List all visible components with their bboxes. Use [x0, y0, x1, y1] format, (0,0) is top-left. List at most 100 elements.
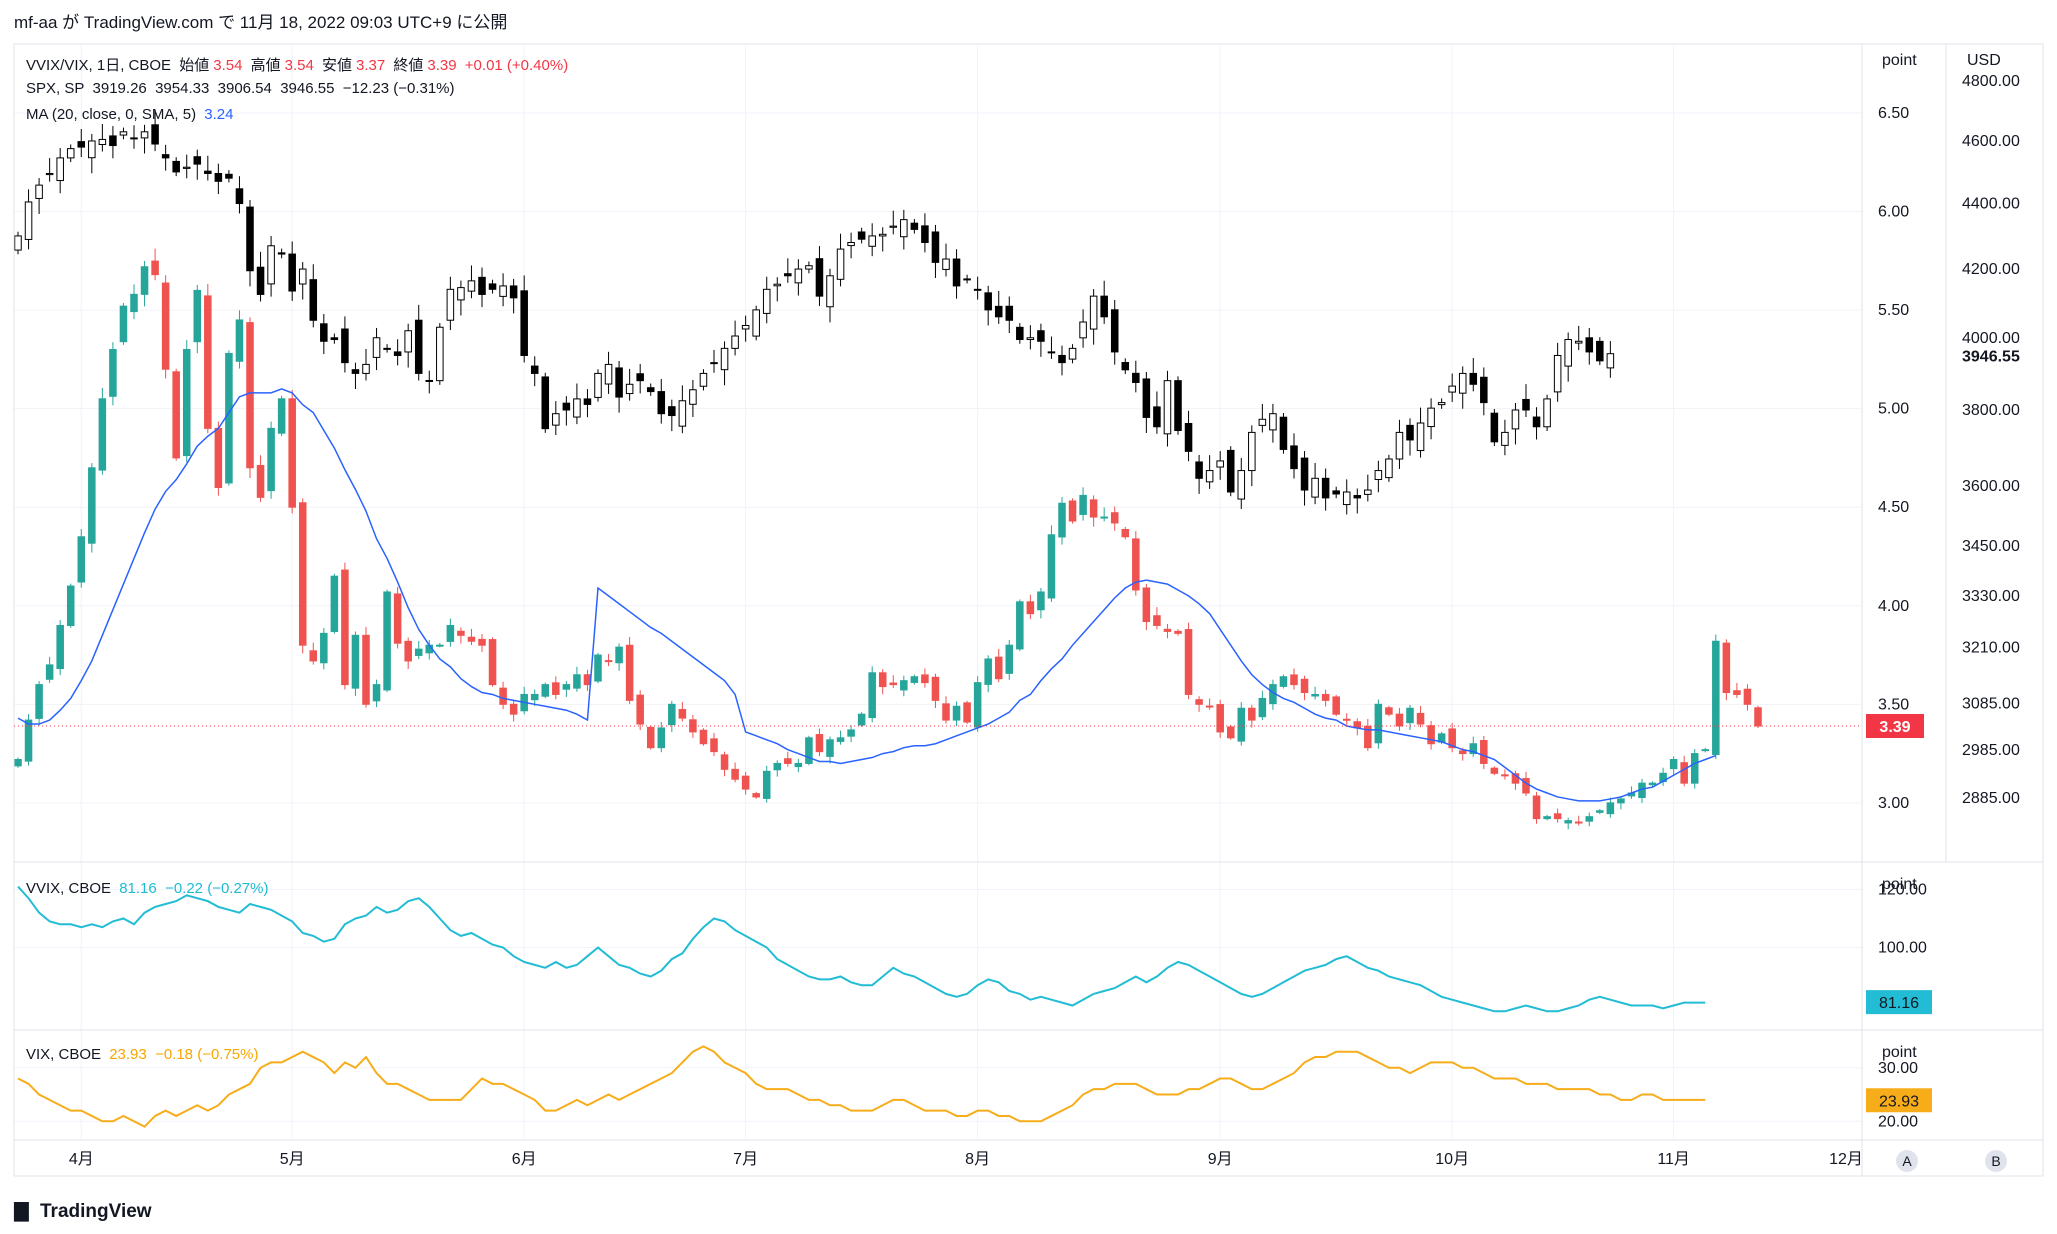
legend-ma[interactable]: MA (20, close, 0, SMA, 5) 3.24	[26, 106, 237, 123]
ratio-candle-body	[646, 726, 655, 749]
spx-candle-body	[668, 406, 676, 417]
publish-header-text: mf-aa が TradingView.com で 11月 18, 2022 0…	[14, 13, 508, 32]
ratio-candle-body	[889, 682, 898, 686]
spx-candle-body	[931, 231, 940, 263]
spx-candle-body	[330, 337, 339, 341]
ratio-candle-body	[752, 793, 760, 798]
ratio-candle-body	[868, 672, 876, 719]
spx-candle-body	[14, 235, 22, 251]
ratio-candle-body	[1448, 728, 1456, 749]
ratio-candle-body	[1427, 725, 1435, 745]
ratio-candle-body	[1469, 743, 1478, 755]
spx-candle-body	[56, 157, 64, 182]
legend-change: +0.01 (+0.40%)	[464, 57, 569, 74]
legend-vvix[interactable]: VVIX, CBOE 81.16 −0.22 (−0.27%)	[26, 880, 272, 897]
spx-candle-body	[1142, 378, 1151, 418]
spx-candle-body	[277, 252, 286, 255]
legend-close: 3.39	[427, 57, 457, 74]
spx-candle-body	[1511, 409, 1520, 430]
auto-scale-button[interactable]: A	[1896, 1150, 1918, 1172]
ratio-candle-body	[1374, 703, 1383, 744]
legend-open-label: 始値	[179, 57, 210, 74]
ratio-candle-body	[98, 398, 107, 471]
spx-candle-body	[1480, 376, 1488, 404]
ratio-candle-body	[1690, 753, 1699, 784]
usd-tick-label: 3800.00	[1962, 402, 2020, 419]
scale-b-button[interactable]: B	[1985, 1150, 2007, 1172]
vix-tick-label: 30.00	[1878, 1060, 1918, 1077]
month-tick-label: 12月	[1829, 1151, 1863, 1168]
ratio-candle-body	[1153, 615, 1161, 626]
spx-candle-body	[362, 363, 370, 374]
spx-candle-body	[910, 222, 919, 230]
spx-candle-body	[710, 362, 718, 365]
ratio-candle-body	[140, 266, 149, 295]
chart-frame	[13, 43, 2044, 1177]
ratio-tick-label: 6.00	[1878, 204, 1909, 221]
spx-candle-body	[1564, 339, 1572, 367]
ratio-candle-body	[88, 467, 96, 544]
month-tick-label: 11月	[1657, 1151, 1690, 1168]
month-tick-label: 7月	[733, 1151, 758, 1168]
spx-candle-body	[720, 347, 729, 371]
vvix-scale-title: point	[1882, 876, 1917, 893]
ratio-candle-body	[689, 719, 697, 733]
ratio-candle-body	[952, 705, 961, 721]
ratio-candle-body	[77, 536, 86, 583]
ratio-candle-body	[446, 624, 455, 642]
spx-candle-body	[1332, 490, 1340, 495]
spx-candle-body	[762, 288, 771, 314]
spx-candle-body	[868, 235, 876, 247]
legend-spx[interactable]: SPX, SP 3919.26 3954.33 3906.54 3946.55 …	[26, 80, 459, 97]
legend-symbol: VVIX/VIX, 1日, CBOE	[26, 57, 172, 74]
publish-header: mf-aa が TradingView.com で 11月 18, 2022 0…	[14, 8, 507, 33]
ratio-candle-body	[298, 502, 307, 646]
vvix-tick-label: 120.00	[1878, 882, 1927, 899]
ratio-candle-body	[794, 762, 803, 768]
ratio-candle-body	[678, 708, 687, 719]
spx-candle-body	[994, 305, 1003, 318]
ratio-candle-body	[1733, 690, 1741, 695]
spx-candle-body	[88, 140, 96, 159]
ratio-candle-body	[773, 762, 782, 771]
ratio-candle-body	[467, 636, 476, 642]
ratio-candle-body	[225, 352, 233, 484]
spx-candle-body	[267, 245, 275, 285]
ratio-candle-body	[1079, 494, 1087, 515]
ratio-candle-body	[1195, 699, 1203, 705]
spx-candle-body	[1321, 477, 1330, 499]
ratio-candle-body	[151, 260, 159, 276]
legend-vix[interactable]: VIX, CBOE 23.93 −0.18 (−0.75%)	[26, 1046, 262, 1063]
legend-vvix-values: 81.16 −0.22 (−0.27%)	[119, 880, 269, 897]
month-tick-label: 10月	[1435, 1151, 1469, 1168]
spx-last-label: 3946.55	[1962, 349, 2020, 366]
spx-candle-body	[657, 391, 666, 415]
spx-candle-body	[1100, 295, 1108, 318]
ratio-candle-body	[35, 684, 43, 719]
spx-candle-body	[1132, 372, 1140, 383]
vix-line	[17, 1045, 1706, 1128]
ratio-candle-body	[1163, 628, 1172, 632]
ratio-candle-body	[509, 703, 518, 715]
ratio-candle-body	[1058, 502, 1066, 538]
spx-candle-body	[1290, 445, 1298, 470]
legend-vvix-vix[interactable]: VVIX/VIX, 1日, CBOE 始値 3.54 高値 3.54 安値 3.37 …	[26, 54, 572, 75]
spx-candle-body	[942, 258, 950, 270]
spx-candle-body	[1237, 470, 1246, 500]
month-tick-label: 5月	[280, 1151, 305, 1168]
spx-candle-body	[952, 258, 961, 287]
ratio-candle-body	[1680, 762, 1688, 784]
ratio-candle-body	[383, 591, 391, 691]
ratio-candle-body	[277, 398, 286, 434]
spx-candle-body	[604, 363, 613, 385]
spx-candle-body	[66, 148, 75, 159]
ratio-candle-body	[1332, 696, 1340, 715]
ratio-candle-body	[1501, 774, 1509, 777]
month-tick-label: 9月	[1208, 1151, 1233, 1168]
vix-tick-label: 20.00	[1878, 1113, 1918, 1130]
ratio-tick-label: 5.50	[1878, 302, 1909, 319]
vvix-tick-label: 100.00	[1878, 940, 1927, 957]
usd-tick-label: 3085.00	[1962, 696, 2020, 713]
ratio-candle-body	[320, 632, 328, 664]
